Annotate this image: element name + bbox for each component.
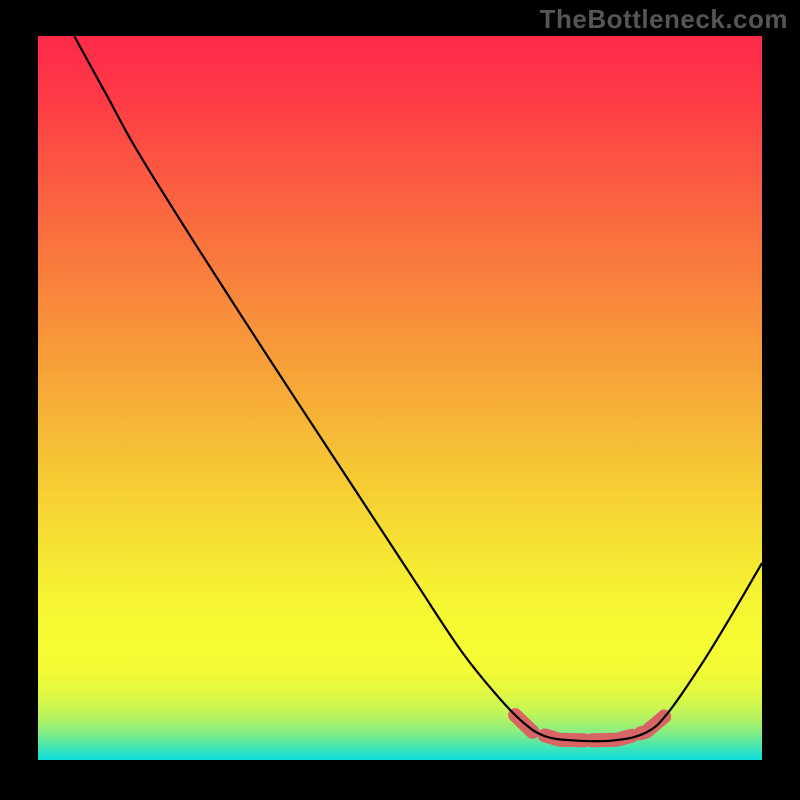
watermark-text: TheBottleneck.com	[540, 4, 788, 35]
gradient-background	[38, 36, 762, 760]
chart-root: TheBottleneck.com	[0, 0, 800, 800]
bottleneck-curve-chart	[38, 36, 762, 760]
